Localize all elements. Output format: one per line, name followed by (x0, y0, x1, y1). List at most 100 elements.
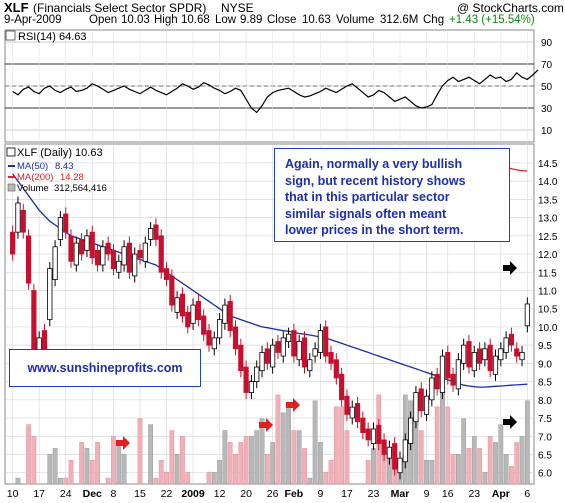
volume-bar (477, 448, 482, 485)
volume-bar (58, 477, 63, 485)
volume-bar (84, 448, 90, 485)
security-name: (Financials Select Sector SPDR) (33, 1, 207, 15)
candle-body (105, 242, 111, 255)
volume-bar (121, 454, 127, 485)
candle-body (211, 337, 217, 350)
volume-bar (26, 424, 31, 485)
date-tick-label: 23 (468, 488, 480, 500)
volume-bar (105, 477, 111, 485)
black-arrow-volume (503, 415, 517, 429)
volume-bar (440, 388, 445, 485)
volume-bar (47, 454, 53, 485)
price-tick-label: 14.0 (538, 177, 558, 188)
ma50-legend-value: 8.43 (55, 161, 74, 172)
volume-legend-name: Volume (17, 183, 49, 194)
candle-body (429, 377, 435, 401)
chart-date: 9-Apr-2009 (4, 14, 62, 26)
date-axis: 10 17 24 Dec 8 15 22 2009 12 20 26 Feb 9 17 23 Mar 9 16 23… (7, 488, 531, 500)
date-tick-label: 24 (60, 488, 72, 500)
candle-body (328, 352, 334, 364)
annotation-line-3: that in this particular sector (285, 190, 450, 204)
volume-bar (466, 448, 472, 485)
candle-body (434, 373, 440, 390)
candle-body (142, 242, 148, 262)
price-tick-label: 10.0 (538, 323, 558, 334)
annotation-line-1: Again, normally a very bullish (285, 157, 463, 171)
volume-bar (371, 448, 376, 485)
date-tick-label: 9 (424, 488, 430, 500)
price-tick-label: 8.0 (538, 396, 552, 407)
volume-bar (487, 436, 493, 485)
candle-body (476, 348, 483, 364)
open-label: Open (89, 14, 118, 26)
volume-bar (461, 418, 467, 485)
volume-bar (445, 406, 451, 485)
annotation-line-2: sign, but recent history shows (285, 173, 466, 188)
open-value: 10.03 (121, 14, 150, 26)
volume-bar (180, 436, 185, 485)
candle-body (79, 239, 85, 255)
candle-body (227, 301, 233, 331)
rsi-line (12, 69, 539, 114)
volume-bar (424, 460, 429, 485)
candle-body (132, 253, 138, 277)
candle-body (238, 344, 244, 372)
red-arrow-volume-1 (116, 436, 130, 450)
volume-bar (206, 471, 212, 485)
volume-bar (482, 471, 488, 485)
rsi-tick-label: 90 (541, 38, 553, 49)
volume-bar (524, 400, 530, 485)
volume-bar (116, 442, 122, 485)
candle-body (110, 249, 117, 270)
price-tick-label: 9.5 (538, 341, 552, 352)
volume-bar (519, 436, 525, 485)
price-legend: XLF (Daily) 10.63 MA(50) 8.43 MA(200) 14… (6, 147, 107, 194)
date-tick-label: 10 (7, 488, 19, 500)
volume-bar (111, 436, 116, 485)
volume-bar (233, 454, 238, 485)
stockcharts-logo: @ StockCharts.com (457, 1, 564, 15)
candle-body (201, 315, 207, 335)
volume-bar (174, 454, 180, 485)
volume-bar (450, 454, 456, 485)
candle-body (397, 457, 403, 474)
volume-bar (339, 406, 344, 485)
volume-label: Volume (336, 14, 375, 26)
candle-body (392, 443, 398, 470)
volume-bar (429, 460, 435, 485)
candle-body (206, 330, 212, 346)
rsi-title: RSI(14) 64.63 (18, 31, 86, 43)
candle-body (402, 439, 408, 463)
candle-body (25, 235, 32, 284)
candle-body (73, 242, 79, 266)
candle-body (52, 246, 58, 280)
volume-bar (509, 465, 514, 485)
website-link[interactable]: www.sunshineprofits.com (9, 349, 201, 387)
date-tick-label: 15 (134, 488, 146, 500)
candle-body (503, 337, 509, 353)
date-tick-label: Apr (492, 488, 510, 500)
ticker-symbol: XLF (4, 0, 29, 15)
date-tick-label: 17 (341, 488, 353, 500)
high-label: High (154, 14, 178, 26)
price-tick-label: 11.0 (538, 286, 557, 297)
candle-body (270, 344, 276, 368)
volume-bar (15, 477, 21, 485)
candle-body (116, 260, 122, 273)
volume-bar (137, 418, 143, 485)
candle-body (498, 348, 504, 361)
candle-body (94, 249, 101, 266)
candle-body (248, 381, 255, 393)
volume-bar (296, 430, 302, 485)
candle-body (57, 217, 64, 240)
candle-body (386, 446, 392, 459)
annotation-line-5: lower prices in the short term. (285, 223, 464, 237)
candle-body (275, 341, 281, 353)
candle-body (487, 344, 493, 372)
volume-bar (291, 430, 297, 485)
candle-body (344, 395, 350, 415)
candle-body (317, 330, 324, 353)
date-tick-label: Dec (83, 488, 102, 500)
date-tick-label: 9 (317, 488, 323, 500)
candlesticks (10, 196, 530, 480)
